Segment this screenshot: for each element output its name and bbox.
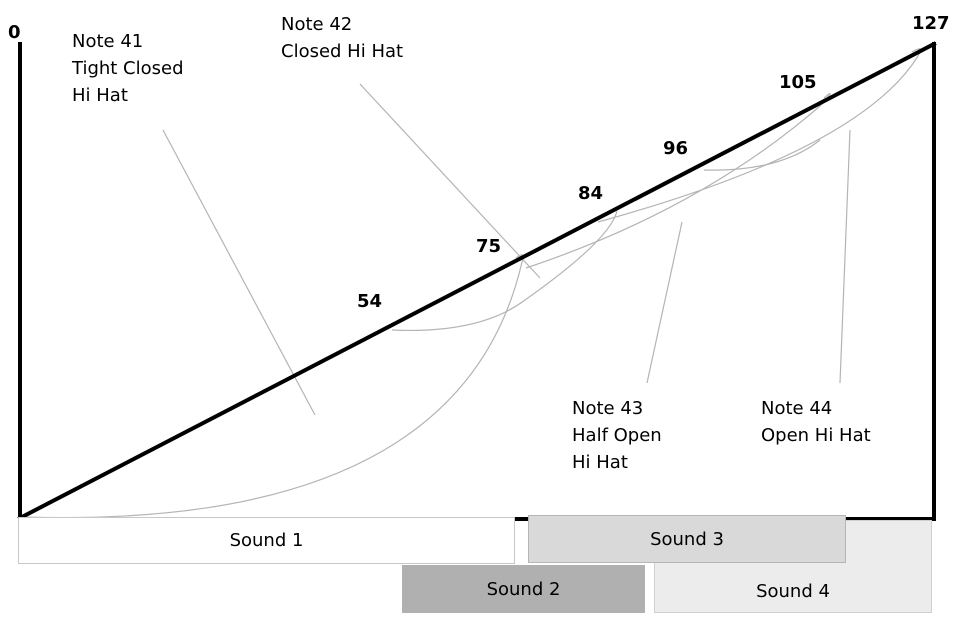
- axis-min-label: 0: [8, 22, 21, 43]
- sound2-box: Sound 2: [402, 565, 645, 613]
- leader-note42: [359, 83, 541, 279]
- leader-note44: [839, 129, 851, 384]
- sound3-label: Sound 3: [650, 528, 724, 550]
- curve-note42: [391, 210, 618, 332]
- note41-label: Note 41 Tight Closed Hi Hat: [71, 31, 189, 106]
- threshold-96: 96: [663, 138, 688, 159]
- sound3-box: Sound 3: [528, 515, 846, 563]
- sound4-label: Sound 4: [756, 581, 830, 602]
- sound1-label: Sound 1: [229, 530, 304, 551]
- note43-label: Note 43 Half Open Hi Hat: [572, 398, 667, 473]
- note42-label: Note 42 Closed Hi Hat: [281, 14, 403, 62]
- sound2-label: Sound 2: [486, 578, 561, 600]
- curve-note43-inner: [703, 139, 821, 171]
- threshold-54: 54: [357, 291, 382, 312]
- sound4-box: Sound 4: [654, 520, 932, 613]
- threshold-84: 84: [578, 183, 603, 204]
- note42-line2: Closed Hi Hat: [281, 41, 403, 62]
- threshold-75: 75: [476, 236, 501, 257]
- sound1-box: Sound 1: [18, 517, 515, 564]
- leader-note43: [646, 221, 683, 384]
- note41-line3: Hi Hat: [72, 85, 128, 106]
- note44-line2: Open Hi Hat: [761, 425, 871, 446]
- leader-note41: [162, 129, 316, 416]
- note43-line1: Note 43: [572, 398, 643, 419]
- curve-note43: [525, 92, 831, 269]
- note43-line2: Half Open: [572, 425, 662, 446]
- note44-label: Note 44 Open Hi Hat: [761, 398, 871, 446]
- threshold-105: 105: [779, 72, 817, 93]
- velocity-diagonal: [17, 41, 937, 521]
- note44-line1: Note 44: [761, 398, 832, 419]
- note41-line2: Tight Closed: [71, 58, 184, 79]
- note42-line1: Note 42: [281, 14, 352, 35]
- note43-line3: Hi Hat: [572, 452, 628, 473]
- note41-line1: Note 41: [72, 31, 143, 52]
- axis-max-label: 127: [912, 13, 950, 34]
